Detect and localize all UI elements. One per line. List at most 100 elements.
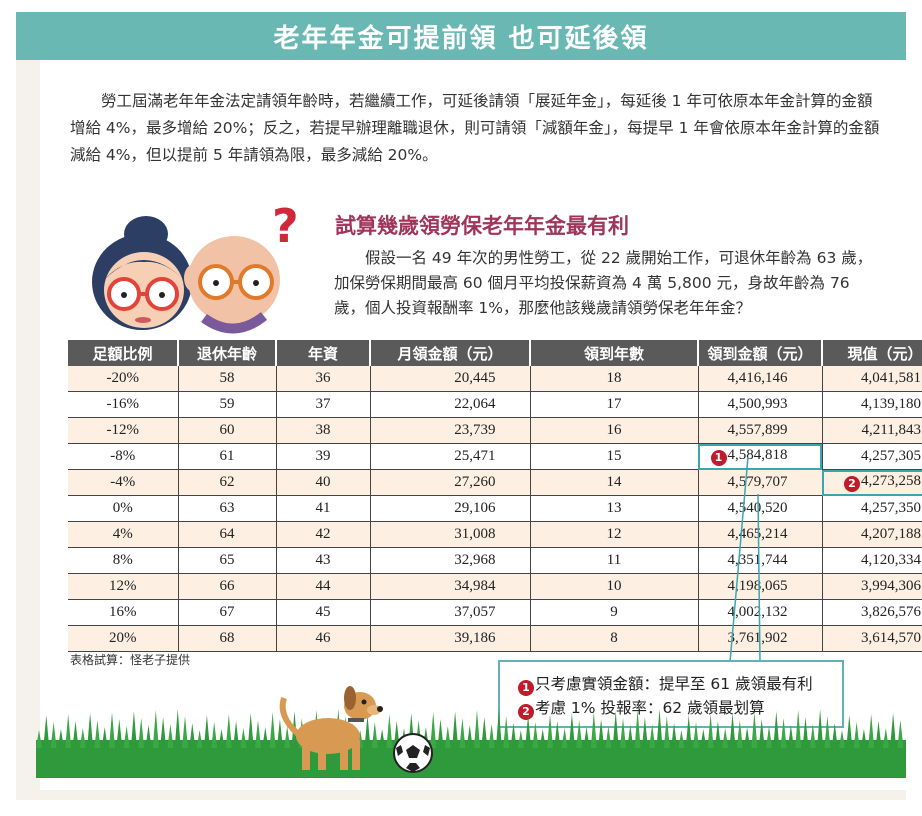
table-cell: 34,984 xyxy=(370,573,531,600)
table-cell: 3,994,306 xyxy=(822,573,922,600)
table-header-cell: 足額比例 xyxy=(68,340,179,366)
table-cell-value: 37 xyxy=(315,396,331,412)
table-cell-value: 4,500,993 xyxy=(727,396,788,412)
table-cell: 63 xyxy=(178,495,277,522)
table-row: 12% 66 44 34,984 10 4,198,065 3,994,306 xyxy=(68,573,922,600)
table-header-cell: 現值（元） xyxy=(822,340,922,366)
table-cell: 39 xyxy=(276,443,371,470)
table-cell-value: 4,198,065 xyxy=(727,578,788,594)
table-cell-value: 45 xyxy=(315,604,331,620)
table-cell-value: 60 xyxy=(219,422,235,438)
table-header-cell: 退休年齡 xyxy=(178,340,277,366)
section-title: 試算幾歲領勞保老年年金最有利 xyxy=(335,214,629,238)
table-cell: 44 xyxy=(276,573,371,600)
table-row: 16% 67 45 37,057 9 4,002,132 3,826,576 xyxy=(68,599,922,626)
table-cell-value: 12 xyxy=(606,526,622,542)
table-cell-value: -12% xyxy=(106,422,140,438)
table-cell-value: 18 xyxy=(606,370,622,386)
table-cell: 59 xyxy=(178,391,277,418)
table-cell-value: 4,211,843 xyxy=(861,422,921,438)
table-cell: -20% xyxy=(68,366,179,392)
table-cell: 9 xyxy=(530,599,699,626)
table-cell-value: -4% xyxy=(110,474,136,490)
table-cell: 64 xyxy=(178,521,277,548)
intro-paragraph: 勞工屆滿老年年金法定請領年齡時，若繼續工作，可延後請領「展延年金」，每延後 1 … xyxy=(70,92,880,164)
table-cell: 43 xyxy=(276,547,371,574)
table-cell: 4,351,744 xyxy=(698,547,823,574)
table-cell-value: 12% xyxy=(109,578,137,594)
table-cell-value: 25,471 xyxy=(454,448,496,464)
table-cell-value: 4,540,520 xyxy=(727,500,788,516)
table-cell: 16% xyxy=(68,599,179,626)
table-cell: 4,120,334 xyxy=(822,547,922,574)
table-cell-value: 29,106 xyxy=(454,500,496,516)
table-cell-value: 3,826,576 xyxy=(861,604,921,620)
table-cell-value: 44 xyxy=(315,578,331,594)
table-cell: 4,257,350 xyxy=(822,495,922,522)
svg-text:?: ? xyxy=(272,200,299,253)
table-cell-value: 23,739 xyxy=(454,422,496,438)
dog-illustration xyxy=(279,686,383,770)
table-cell: 42 xyxy=(276,521,371,548)
table-cell: 4,579,707 xyxy=(698,469,823,496)
table-cell: 46 xyxy=(276,625,371,652)
table-cell: -12% xyxy=(68,417,179,444)
table-cell: 58 xyxy=(178,366,277,392)
table-cell: 17 xyxy=(530,391,699,418)
title-banner: 老年年金可提前領 也可延後領 xyxy=(16,12,906,60)
table-cell-value: 4,584,818 xyxy=(727,447,788,463)
table-cell-value: 4,257,350 xyxy=(861,500,921,516)
table-cell-value: 62 xyxy=(219,474,235,490)
table-cell-value: 68 xyxy=(219,630,235,646)
question-mark-icon: ? xyxy=(272,200,299,253)
conclusion-line-2: 2 考慮 1% 投報率：62 歲領最划算 xyxy=(518,696,842,720)
table-cell-value: 31,008 xyxy=(454,526,496,542)
table-cell: 32,968 xyxy=(370,547,531,574)
table-cell: 3,761,902 xyxy=(698,625,823,652)
conclusion-box: 1 只考慮實領金額：提早至 61 歲領最有利 2 考慮 1% 投報率：62 歲領最划… xyxy=(498,660,844,728)
table-cell-value: 8 xyxy=(610,630,618,646)
table-cell-value: 41 xyxy=(315,500,331,516)
table-cell-value: 37,057 xyxy=(454,604,496,620)
table-header-cell: 領到金額（元） xyxy=(698,340,823,366)
table-cell: 4,257,305 xyxy=(822,443,922,470)
table-cell-value: 9 xyxy=(610,604,618,620)
table-header-cell: 月領金額（元） xyxy=(370,340,531,366)
table-cell-value: 65 xyxy=(219,552,235,568)
table-cell: 45 xyxy=(276,599,371,626)
table-cell: -4% xyxy=(68,469,179,496)
table-cell: 16 xyxy=(530,417,699,444)
table-cell: 4,207,188 xyxy=(822,521,922,548)
table-row: -12% 60 38 23,739 16 4,557,899 4,211,843 xyxy=(68,417,922,444)
table-cell: 65 xyxy=(178,547,277,574)
table-cell: 27,260 xyxy=(370,469,531,496)
table-cell: 10 xyxy=(530,573,699,600)
table-cell-value: 4,257,305 xyxy=(861,448,921,464)
table-cell: 62 xyxy=(178,469,277,496)
table-cell: 22,064 xyxy=(370,391,531,418)
table-cell: 20,445 xyxy=(370,366,531,392)
table-cell-value: 8% xyxy=(112,552,133,568)
table-cell: 38 xyxy=(276,417,371,444)
table-source: 表格試算：怪老子提供 xyxy=(70,653,191,667)
table-cell-value: 20% xyxy=(109,630,137,646)
table-cell: 60 xyxy=(178,417,277,444)
table-cell: 67 xyxy=(178,599,277,626)
table-cell-value: 4,273,258 xyxy=(861,473,921,489)
table-cell-value: 16% xyxy=(109,604,137,620)
table-row: 8% 65 43 32,968 11 4,351,744 4,120,334 xyxy=(68,547,922,574)
table-cell-value: 63 xyxy=(219,500,235,516)
table-cell-value: 4,557,899 xyxy=(727,422,788,438)
table-cell: 4% xyxy=(68,521,179,548)
table-cell: 8% xyxy=(68,547,179,574)
table-cell-value: 4,465,214 xyxy=(727,526,788,542)
table-cell-value: 34,984 xyxy=(454,578,496,594)
table-cell-value: 39,186 xyxy=(454,630,496,646)
table-cell: 8 xyxy=(530,625,699,652)
table-cell-value: 13 xyxy=(606,500,622,516)
table-cell-value: 4,416,146 xyxy=(727,370,788,386)
soccer-ball-icon xyxy=(393,733,433,773)
table-cell: 4,211,843 xyxy=(822,417,922,444)
table-row: 0% 63 41 29,106 13 4,540,520 4,257,350 xyxy=(68,495,922,522)
table-cell-value: 4,002,132 xyxy=(727,604,788,620)
